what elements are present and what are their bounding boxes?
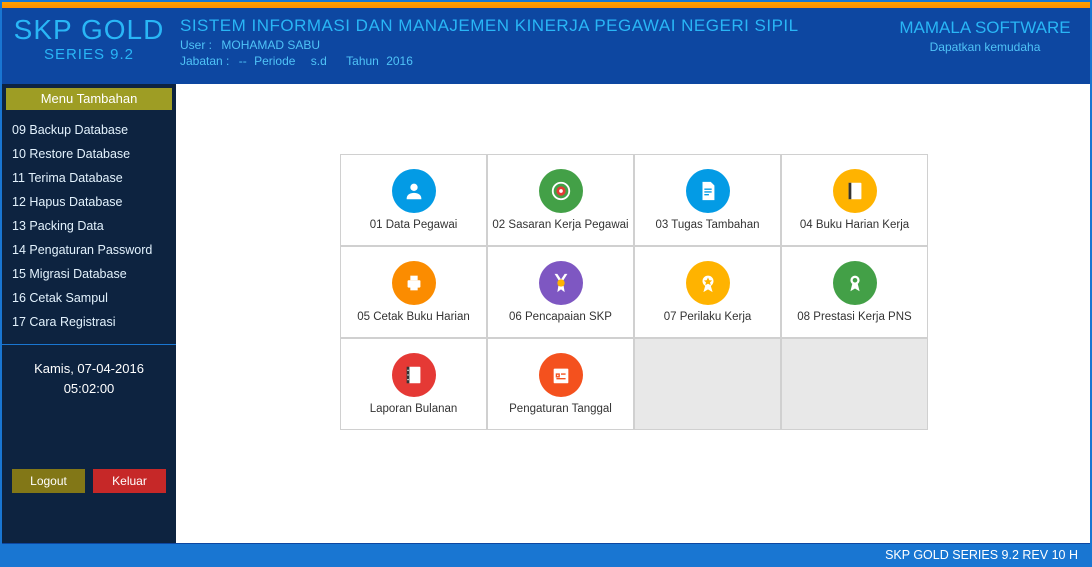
sidebar-buttons: Logout Keluar xyxy=(2,469,176,503)
tile-badge[interactable]: 07 Perilaku Kerja xyxy=(634,246,781,338)
tile-label: Laporan Bulanan xyxy=(370,403,458,415)
tile-label: Pengaturan Tanggal xyxy=(509,403,612,415)
jabatan-value: -- xyxy=(239,54,247,68)
tile-printer[interactable]: 05 Cetak Buku Harian xyxy=(340,246,487,338)
exit-button[interactable]: Keluar xyxy=(93,469,166,493)
time-text: 05:02:00 xyxy=(2,379,176,399)
target-icon xyxy=(539,169,583,213)
jabatan-label: Jabatan : xyxy=(180,54,229,68)
menu-list: 09 Backup Database 10 Restore Database 1… xyxy=(2,118,176,334)
sidebar-item-hapus[interactable]: 12 Hapus Database xyxy=(12,190,166,214)
tile-calendar[interactable]: Pengaturan Tanggal xyxy=(487,338,634,430)
jabatan-line: Jabatan : -- Periode s.d Tahun 2016 xyxy=(180,54,876,68)
tile-label: 04 Buku Harian Kerja xyxy=(800,219,909,231)
tile-target[interactable]: 02 Sasaran Kerja Pegawai xyxy=(487,154,634,246)
tile-label: 08 Prestasi Kerja PNS xyxy=(797,311,911,323)
book-icon xyxy=(833,169,877,213)
badge-icon xyxy=(686,261,730,305)
calendar-icon xyxy=(539,353,583,397)
header-info: SISTEM INFORMASI DAN MANAJEMEN KINERJA P… xyxy=(176,8,880,84)
user-value: MOHAMAD SABU xyxy=(221,38,320,52)
sidebar-item-terima[interactable]: 11 Terima Database xyxy=(12,166,166,190)
header: SKP GOLD SERIES 9.2 SISTEM INFORMASI DAN… xyxy=(2,8,1090,84)
brand-block: SKP GOLD SERIES 9.2 xyxy=(2,8,176,84)
ribbon-icon xyxy=(833,261,877,305)
menu-header: Menu Tambahan xyxy=(6,88,172,110)
tahun-value: 2016 xyxy=(386,54,413,68)
tile-label: 06 Pencapaian SKP xyxy=(509,311,612,323)
logout-button[interactable]: Logout xyxy=(12,469,85,493)
datetime-block: Kamis, 07-04-2016 05:02:00 xyxy=(2,355,176,408)
tile-medal[interactable]: 06 Pencapaian SKP xyxy=(487,246,634,338)
brand-subtitle: SERIES 9.2 xyxy=(2,46,176,63)
sidebar-item-packing[interactable]: 13 Packing Data xyxy=(12,214,166,238)
sidebar-item-password[interactable]: 14 Pengaturan Password xyxy=(12,238,166,262)
brand-title: SKP GOLD xyxy=(2,14,176,46)
sidebar-item-restore[interactable]: 10 Restore Database xyxy=(12,142,166,166)
date-text: Kamis, 07-04-2016 xyxy=(2,359,176,379)
app-window: SKP GOLD SERIES 9.2 SISTEM INFORMASI DAN… xyxy=(0,0,1092,567)
tile-grid: 01 Data Pegawai 02 Sasaran Kerja Pegawai 0… xyxy=(340,154,1090,430)
tile-book[interactable]: 04 Buku Harian Kerja xyxy=(781,154,928,246)
sidebar-divider xyxy=(2,344,176,345)
tile-empty xyxy=(781,338,928,430)
doc-icon xyxy=(686,169,730,213)
sidebar-item-cetak[interactable]: 16 Cetak Sampul xyxy=(12,286,166,310)
user-icon xyxy=(392,169,436,213)
tile-user[interactable]: 01 Data Pegawai xyxy=(340,154,487,246)
tile-label: 03 Tugas Tambahan xyxy=(655,219,759,231)
company-name: MAMALA SOFTWARE xyxy=(880,18,1090,38)
medal-icon xyxy=(539,261,583,305)
sidebar: Menu Tambahan 09 Backup Database 10 Rest… xyxy=(2,84,176,543)
notebook-icon xyxy=(392,353,436,397)
company-block: MAMALA SOFTWARE Dapatkan kemudaha xyxy=(880,8,1090,84)
tile-label: 01 Data Pegawai xyxy=(370,219,458,231)
user-line: User : MOHAMAD SABU xyxy=(180,38,876,52)
tile-label: 05 Cetak Buku Harian xyxy=(357,311,470,323)
periode-value: s.d xyxy=(311,54,327,68)
tile-ribbon[interactable]: 08 Prestasi Kerja PNS xyxy=(781,246,928,338)
system-title: SISTEM INFORMASI DAN MANAJEMEN KINERJA P… xyxy=(180,16,876,36)
footer-text: SKP GOLD SERIES 9.2 REV 10 H xyxy=(885,548,1078,562)
tahun-label: Tahun xyxy=(346,54,379,68)
tile-empty xyxy=(634,338,781,430)
periode-label: Periode xyxy=(254,54,295,68)
printer-icon xyxy=(392,261,436,305)
tile-doc[interactable]: 03 Tugas Tambahan xyxy=(634,154,781,246)
user-label: User : xyxy=(180,38,212,52)
sidebar-item-registrasi[interactable]: 17 Cara Registrasi xyxy=(12,310,166,334)
footer-bar: SKP GOLD SERIES 9.2 REV 10 H xyxy=(2,543,1090,565)
sidebar-item-backup[interactable]: 09 Backup Database xyxy=(12,118,166,142)
tile-label: 02 Sasaran Kerja Pegawai xyxy=(492,219,628,231)
sidebar-item-migrasi[interactable]: 15 Migrasi Database xyxy=(12,262,166,286)
main-area: 01 Data Pegawai 02 Sasaran Kerja Pegawai 0… xyxy=(176,84,1090,543)
company-tagline: Dapatkan kemudaha xyxy=(880,40,1090,54)
tile-notebook[interactable]: Laporan Bulanan xyxy=(340,338,487,430)
tile-label: 07 Perilaku Kerja xyxy=(664,311,752,323)
